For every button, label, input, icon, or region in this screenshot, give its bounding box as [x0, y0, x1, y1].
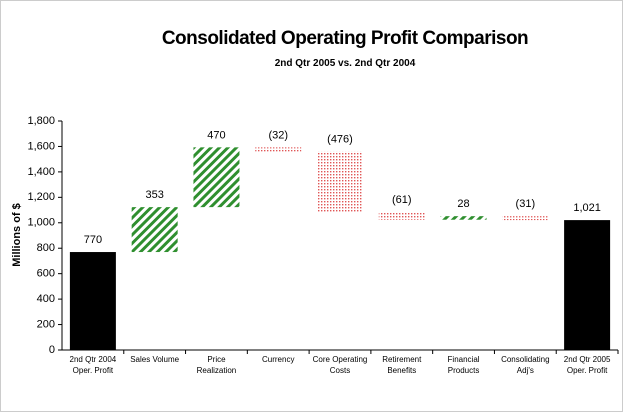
x-tick-label-line: Core Operating — [313, 355, 368, 364]
bar — [255, 147, 302, 152]
y-tick-label: 1,400 — [27, 166, 55, 178]
x-tick-label: Financial Products — [448, 355, 480, 375]
x-tick-label-line: Price — [207, 355, 226, 364]
chart-subtitle: 2nd Qtr 2005 vs. 2nd Qtr 2004 — [275, 58, 416, 69]
bar — [131, 207, 178, 253]
y-tick-label: 1,000 — [27, 217, 55, 229]
chart-title: Consolidated Operating Profit Comparison — [162, 28, 528, 49]
x-tick-label-line: Currency — [262, 355, 294, 364]
x-tick-label-line: Adj's — [517, 366, 534, 375]
value-label: 28 — [457, 198, 469, 210]
y-axis-title: Millions of $ — [11, 203, 23, 267]
y-tick-label: 200 — [37, 318, 55, 330]
y-tick-label: 1,200 — [27, 191, 55, 203]
x-tick-label: Consolidating Adj's — [501, 355, 549, 375]
bar — [378, 211, 425, 220]
x-tick-label: Core Operating Costs — [313, 355, 368, 375]
bar — [193, 147, 240, 208]
x-tick-label-line: Oper. Profit — [73, 366, 114, 375]
x-tick-label-line: Realization — [197, 366, 237, 375]
bar — [502, 216, 549, 221]
bar — [564, 220, 611, 350]
x-tick-label: Retirement Benefits — [382, 355, 422, 375]
x-tick-label-line: Products — [448, 366, 480, 375]
x-tick-label-line: 2nd Qtr 2005 — [564, 355, 611, 364]
y-tick-label: 800 — [37, 242, 55, 254]
value-label: (32) — [268, 129, 288, 141]
bar — [317, 151, 363, 212]
value-label: 1,021 — [573, 202, 601, 214]
x-tick-label-line: Financial — [448, 355, 480, 364]
x-tick-label-line: 2nd Qtr 2004 — [70, 355, 117, 364]
x-tick-label: 2nd Qtr 2004 Oper. Profit — [70, 355, 117, 375]
y-tick-label: 1,800 — [27, 115, 55, 127]
x-tick-label-line: Benefits — [387, 366, 416, 375]
x-tick-label: 2nd Qtr 2005 Oper. Profit — [564, 355, 611, 375]
bar — [69, 252, 116, 350]
y-tick-label: 1,600 — [27, 140, 55, 152]
value-label: 353 — [145, 189, 163, 201]
x-tick-label-line: Sales Volume — [130, 355, 179, 364]
value-label: 770 — [84, 234, 102, 246]
x-tick-label-line: Costs — [330, 366, 350, 375]
x-tick-label: Price Realization — [197, 355, 237, 375]
x-tick-label: Sales Volume — [130, 355, 179, 364]
value-label: (31) — [516, 198, 536, 210]
x-tick-label-line: Consolidating — [501, 355, 549, 364]
value-label: 470 — [207, 129, 225, 141]
bar — [440, 216, 487, 220]
x-tick-label: Currency — [262, 355, 294, 364]
x-tick-label-line: Oper. Profit — [567, 366, 608, 375]
value-label: (476) — [327, 133, 353, 145]
y-tick-label: 400 — [37, 293, 55, 305]
x-tick-label-line: Retirement — [382, 355, 422, 364]
y-tick-label: 600 — [37, 268, 55, 280]
y-tick-label: 0 — [49, 344, 55, 356]
value-label: (61) — [392, 194, 412, 206]
